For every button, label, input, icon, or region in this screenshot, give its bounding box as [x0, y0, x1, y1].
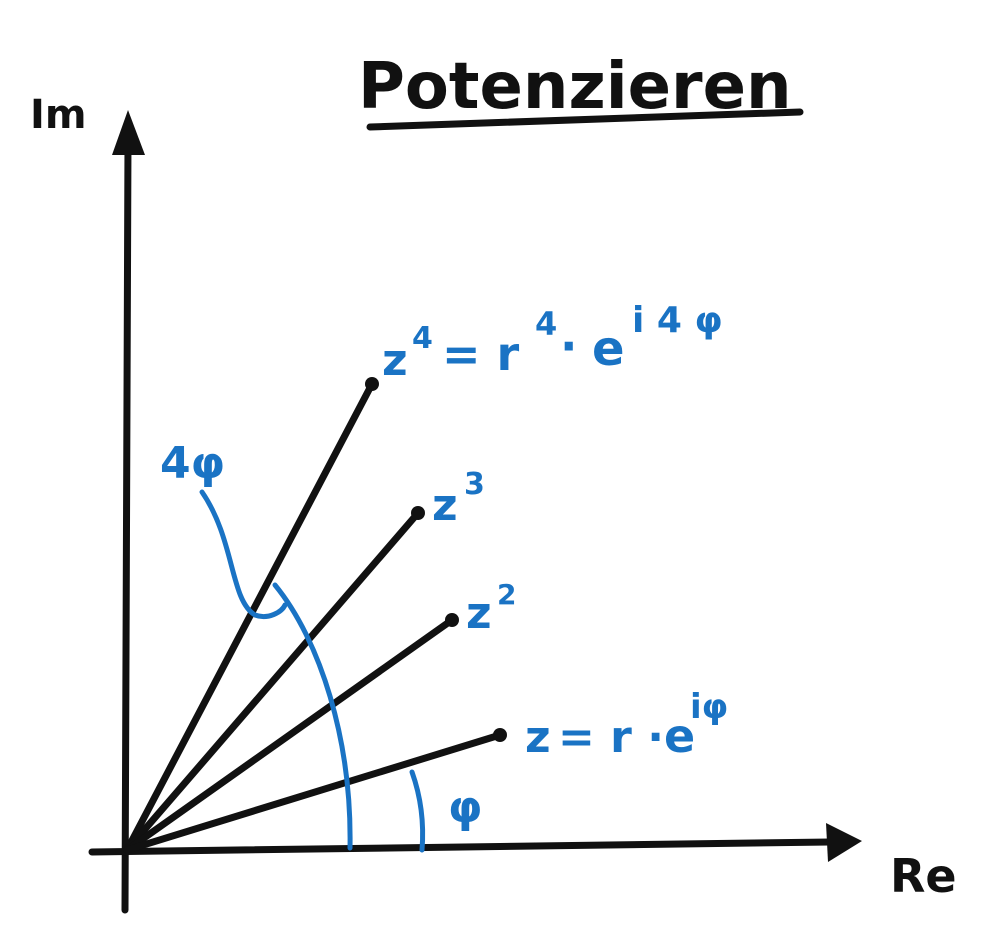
label-z3: z 3 — [432, 467, 485, 531]
rays — [123, 377, 507, 854]
ray-z1 — [123, 731, 504, 854]
ray-z2 — [123, 616, 456, 854]
title-underline — [366, 108, 804, 131]
label-z1-equals: = r · — [558, 712, 664, 763]
axes: Im Re — [30, 92, 957, 914]
label-angle-phi: φ — [448, 782, 482, 833]
real-axis — [88, 838, 834, 856]
point-z2 — [445, 613, 459, 627]
point-z1 — [493, 728, 507, 742]
imaginary-axis-label: Im — [30, 92, 87, 138]
label-angle-4phi: 4φ — [160, 438, 225, 489]
angle-arcs — [199, 489, 426, 853]
title-group: Potenzieren — [358, 50, 804, 131]
label-z4-base: z — [382, 335, 408, 386]
label-z1-base: z — [525, 712, 551, 763]
label-z3-base: z — [432, 480, 458, 531]
label-z2-base: z — [466, 588, 492, 639]
point-z4 — [365, 377, 379, 391]
label-z4-r-exponent: 4 — [535, 305, 557, 343]
label-z1-e: e — [664, 709, 695, 763]
ray-z4 — [123, 380, 376, 854]
real-axis-label: Re — [890, 849, 957, 903]
arc-phi — [409, 769, 426, 853]
label-z3-exponent: 3 — [464, 467, 485, 502]
ray-z3 — [123, 509, 422, 854]
labels: z 4 = r 4 · e i 4 φ z 3 z 2 z = r · e iφ… — [160, 300, 728, 833]
real-axis-arrowhead — [826, 823, 862, 862]
imaginary-axis-arrowhead — [112, 110, 145, 155]
imaginary-axis — [121, 136, 132, 914]
label-z1: z = r · e iφ — [525, 687, 728, 763]
label-z4-exponent: 4 — [412, 321, 433, 356]
point-z3 — [411, 506, 425, 520]
label-z4-e: e — [592, 321, 625, 377]
label-z4-dot: · — [560, 319, 577, 373]
label-z2-exponent: 2 — [497, 578, 516, 611]
label-z1-e-exponent: iφ — [690, 687, 728, 727]
label-z4: z 4 = r 4 · e i 4 φ — [382, 300, 723, 386]
label-z2: z 2 — [466, 578, 516, 639]
arc-4phi-pointer — [199, 489, 288, 620]
label-z4-e-exponent: i 4 φ — [632, 300, 723, 341]
label-z4-equals: = r — [442, 327, 520, 381]
arc-4phi — [272, 582, 353, 851]
